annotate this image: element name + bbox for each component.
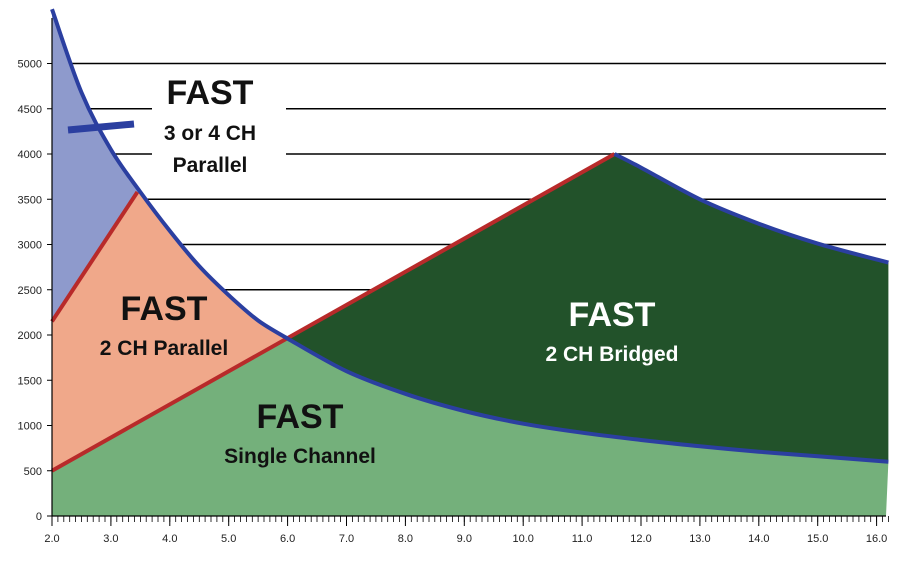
- x-tick-label: 11.0: [572, 533, 593, 545]
- region-2ch-bridged: [287, 154, 889, 462]
- x-tick-label: 6.0: [280, 533, 295, 545]
- bridged-subtitle: 2 CH Bridged: [545, 343, 678, 366]
- y-tick-label: 3500: [18, 194, 42, 206]
- x-tick-label: 8.0: [398, 533, 413, 545]
- x-axis-ticks: 2.0 3.0 4.0 5.0 6.0 7.0 8.0 9.0 10.0 11.0 12.0 13.0…: [44, 516, 887, 545]
- parallel-4ch-title: FAST: [167, 74, 254, 112]
- x-axis-minor-ticks: [51, 516, 889, 522]
- parallel-4ch-label-backdrop: [152, 66, 286, 184]
- x-tick-label: 14.0: [748, 533, 769, 545]
- boundary-blue-upper-curve: [50, 8, 289, 341]
- x-tick-label: 16.0: [866, 533, 887, 545]
- x-tick-label: 2.0: [44, 533, 59, 545]
- x-tick-label: 12.0: [630, 533, 651, 545]
- x-tick-label: 10.0: [512, 533, 533, 545]
- parallel-4ch-subtitle-2: Parallel: [173, 154, 248, 177]
- y-tick-label: 4000: [18, 149, 42, 161]
- boundary-lines: [50, 8, 889, 473]
- boundary-red-diagonal-line: [51, 152, 616, 473]
- y-axis-ticks: 0 500 1000 1500 2000 2500 3000 3500 4000 4500 5000: [18, 59, 52, 523]
- x-tick-label: 3.0: [103, 533, 118, 545]
- parallel-2ch-subtitle: 2 CH Parallel: [100, 337, 228, 360]
- x-tick-label: 7.0: [339, 533, 354, 545]
- boundary-red-rising-line: [50, 190, 140, 323]
- y-tick-label: 1000: [18, 421, 42, 433]
- x-tick-label: 4.0: [162, 533, 177, 545]
- y-tick-label: 1500: [18, 375, 42, 387]
- axes: 0 500 1000 1500 2000 2500 3000 3500 4000 4500 5000…: [18, 18, 889, 545]
- y-tick-label: 2000: [18, 330, 42, 342]
- mode-regions: [52, 9, 889, 516]
- y-tick-label: 4500: [18, 104, 42, 116]
- region-parallel-2ch: [52, 192, 288, 471]
- y-tick-label: 0: [36, 511, 42, 523]
- x-tick-label: 13.0: [689, 533, 710, 545]
- boundary-blue-right-curve: [613, 152, 889, 265]
- x-tick-label: 5.0: [221, 533, 236, 545]
- region-labels: FAST 3 or 4 CH Parallel FAST 2 CH Parall…: [100, 66, 679, 468]
- single-channel-title: FAST: [257, 398, 344, 436]
- parallel-2ch-title: FAST: [121, 290, 208, 328]
- region-single-channel: [52, 338, 889, 516]
- single-channel-subtitle: Single Channel: [224, 445, 376, 468]
- region-parallel-4ch: [52, 9, 141, 322]
- boundary-blue-lower-curve: [286, 336, 889, 464]
- parallel-4ch-subtitle: 3 or 4 CH: [164, 122, 256, 145]
- x-tick-label: 9.0: [457, 533, 472, 545]
- x-tick-label: 15.0: [807, 533, 828, 545]
- bridged-title: FAST: [569, 296, 656, 334]
- y-tick-label: 2500: [18, 285, 42, 297]
- parallel-4ch-pointer: [67, 120, 135, 134]
- y-tick-label: 3000: [18, 240, 42, 252]
- y-tick-label: 500: [24, 466, 42, 478]
- y-tick-label: 5000: [18, 59, 42, 71]
